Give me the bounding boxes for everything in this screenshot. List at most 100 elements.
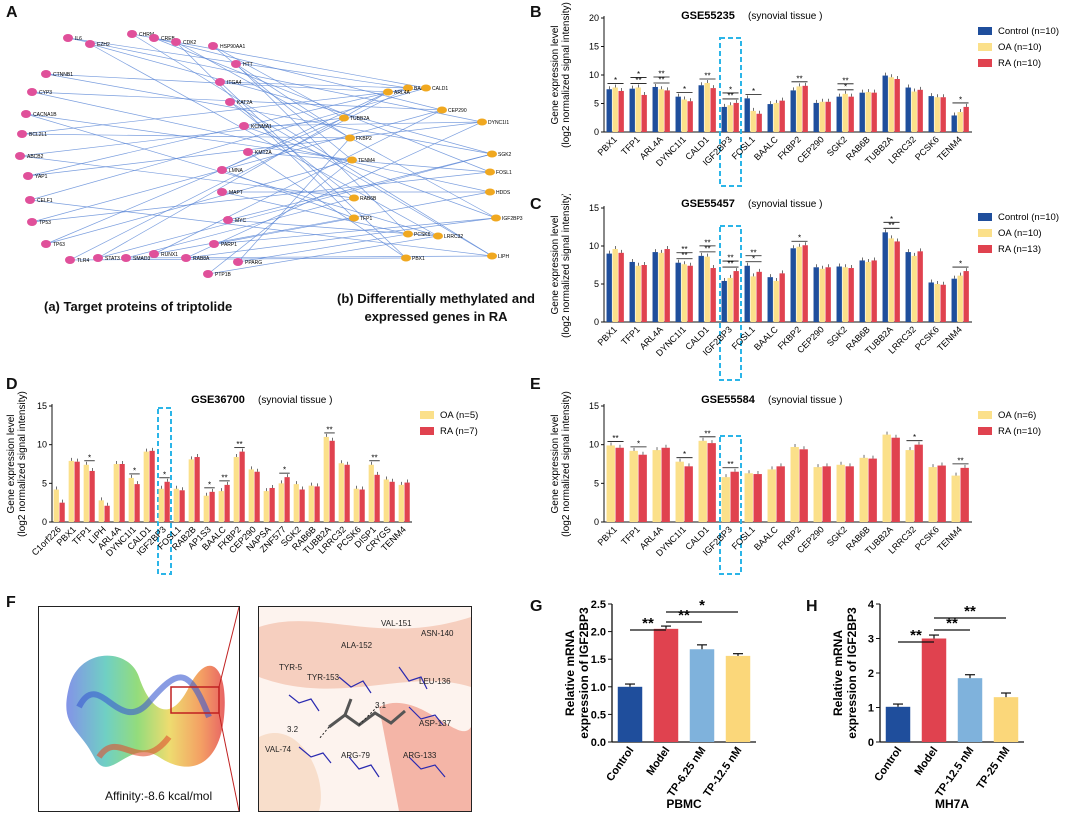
gene-node-label: SGK2 — [498, 152, 512, 158]
y-tick-label: 20 — [589, 13, 599, 23]
bar — [179, 490, 185, 522]
y-tick-label: 15 — [37, 401, 47, 411]
target-node-label: CACNA1B — [33, 112, 57, 118]
target-node-label: RUNX1 — [161, 252, 178, 258]
y-axis-label-line2: expression of IGF2BP3 — [577, 607, 591, 739]
bar — [733, 102, 739, 132]
bar — [836, 96, 842, 132]
significance-label: * — [683, 450, 686, 459]
bar — [314, 486, 320, 522]
legend-label: RA (n=7) — [440, 426, 478, 437]
target-node-label: PTP1B — [215, 272, 232, 278]
target-node — [149, 250, 159, 258]
network-edge — [229, 101, 355, 199]
target-node — [17, 130, 27, 138]
significance-label: * — [208, 480, 211, 489]
network-edge — [153, 37, 443, 111]
highlight-box-igf2bp3 — [719, 37, 742, 187]
target-node-label: TP63 — [53, 242, 65, 248]
target-node — [93, 254, 103, 262]
bar — [721, 280, 727, 322]
y-axis-label-line1: Gene expression level — [550, 415, 561, 514]
target-node-label: ITGA4 — [227, 80, 242, 86]
bar — [868, 458, 877, 522]
significance-label: * — [637, 439, 640, 448]
bar — [859, 260, 865, 322]
bar — [658, 89, 664, 132]
significance-label: ** — [221, 473, 227, 482]
target-node-label: IL6 — [75, 36, 82, 42]
caption-target-proteins: (a) Target proteins of triptolide — [44, 299, 233, 314]
target-node — [209, 240, 219, 248]
target-node — [231, 60, 241, 68]
bar — [134, 484, 140, 522]
network-edge — [237, 137, 351, 263]
x-tick-label: TENM4 — [935, 524, 964, 553]
bar — [612, 87, 618, 132]
legend-label: RA (n=10) — [998, 426, 1041, 437]
bar — [730, 471, 739, 522]
bar — [329, 440, 335, 522]
x-tick-label: TP-25 nM — [975, 745, 1013, 792]
target-node — [65, 256, 75, 264]
x-tick-label: Model — [644, 745, 672, 778]
target-node — [149, 34, 159, 42]
bar — [188, 459, 194, 522]
target-node — [223, 216, 233, 224]
legend-swatch — [978, 213, 992, 221]
network-edge — [29, 87, 427, 201]
y-tick-label: 10 — [589, 241, 599, 251]
network-edge — [207, 159, 353, 275]
highlight-box-igf2bp3 — [719, 225, 742, 381]
significance-label: ** — [888, 221, 894, 230]
bar — [218, 491, 224, 522]
chart-title: GSE55457 — [681, 198, 735, 210]
network-edge — [221, 191, 409, 235]
bar — [845, 466, 854, 522]
bar — [74, 461, 80, 522]
x-tick-label: TP-12.5 nM — [933, 745, 976, 799]
network-edge — [45, 159, 353, 245]
network-edge — [19, 117, 345, 157]
bar — [825, 101, 831, 132]
panel-label-c: C — [530, 196, 542, 213]
bar — [323, 436, 329, 522]
bar — [905, 252, 911, 322]
x-tick-label: BAALC — [752, 524, 780, 552]
target-node — [243, 148, 253, 156]
legend-swatch — [978, 245, 992, 253]
bar — [744, 265, 750, 322]
legend-label: RA (n=10) — [998, 58, 1041, 69]
y-tick-label: 0 — [594, 317, 599, 327]
significance-label: ** — [678, 607, 690, 624]
bar — [921, 638, 947, 742]
y-tick-label: 0.0 — [591, 737, 606, 749]
bar — [278, 483, 284, 522]
gene-node — [421, 84, 431, 92]
residue-arg133: ARG-133 — [403, 751, 437, 760]
x-tick-label: Model — [912, 745, 940, 778]
target-node-label: CREB — [161, 36, 176, 42]
bar — [957, 678, 983, 742]
network-edge — [27, 121, 483, 177]
y-tick-label: 1 — [868, 703, 874, 715]
chart-mh7a: Relative mRNAexpression of IGF2BP3 0 1 2 3 4 C… — [831, 599, 1024, 811]
gene-node-label: TENM4 — [358, 158, 375, 164]
target-node-label: EZH2 — [97, 42, 110, 48]
network-edge — [219, 81, 409, 89]
significance-label: * — [283, 466, 286, 475]
legend-swatch — [978, 59, 992, 67]
bar — [773, 280, 779, 322]
bar — [882, 434, 891, 522]
binding-pocket — [259, 617, 471, 811]
significance-label: ** — [946, 615, 958, 632]
bar — [704, 256, 710, 322]
bar — [957, 112, 963, 132]
target-node-label: CDK2 — [183, 40, 197, 46]
bar — [89, 470, 95, 522]
bar — [773, 102, 779, 132]
target-node — [203, 270, 213, 278]
y-axis-label: Gene expression level(log2 normalized si… — [550, 391, 572, 537]
bar — [819, 268, 825, 322]
y-tick-label: 5 — [594, 99, 599, 109]
